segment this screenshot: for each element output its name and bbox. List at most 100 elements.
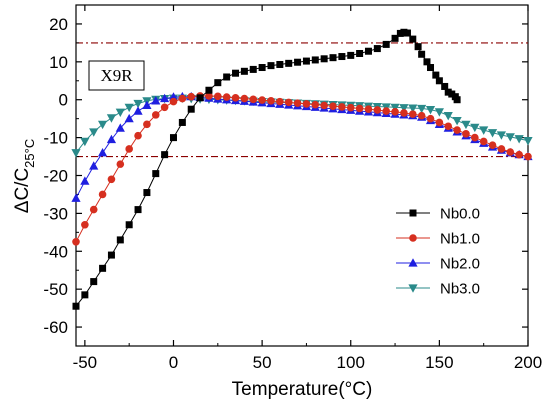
data-point <box>414 43 422 51</box>
x-axis: -50 0 50 100 150 200 <box>73 5 542 372</box>
y-tick-label: 20 <box>49 15 68 34</box>
data-point <box>178 118 186 126</box>
data-point <box>276 60 284 68</box>
data-point <box>89 205 98 214</box>
y-axis-title-subscript: 25°C <box>22 139 37 168</box>
x-tick-label: 100 <box>337 353 365 372</box>
data-point <box>408 110 417 118</box>
data-point <box>461 120 471 130</box>
data-point <box>178 94 187 103</box>
data-point <box>249 65 257 73</box>
data-point <box>355 104 364 113</box>
data-point <box>338 53 346 61</box>
data-point <box>107 251 115 259</box>
data-point <box>434 108 444 117</box>
legend-marker <box>408 258 418 267</box>
legend-marker <box>409 234 417 242</box>
data-point <box>400 28 408 36</box>
data-point <box>382 40 390 48</box>
data-point <box>205 92 213 100</box>
data-point <box>523 137 533 146</box>
data-point <box>214 92 222 101</box>
legend-label: Nb1.0 <box>440 231 480 248</box>
data-point <box>187 105 195 113</box>
legend-marker <box>408 284 418 293</box>
legend-item: Nb0.0 <box>396 206 480 223</box>
data-point <box>311 100 320 109</box>
data-point <box>435 77 443 85</box>
data-point <box>71 193 81 202</box>
data-point <box>97 120 108 130</box>
data-point <box>116 236 124 244</box>
data-point <box>81 220 89 229</box>
data-point <box>452 116 462 126</box>
data-point <box>400 109 408 117</box>
data-point <box>168 92 179 101</box>
y-axis-title: ΔC/C25°C <box>12 139 37 213</box>
data-point <box>72 302 80 310</box>
data-point <box>444 122 453 131</box>
data-point <box>124 113 134 123</box>
data-point <box>487 129 498 138</box>
legend: Nb0.0 Nb1.0 Nb2.0 Nb3.0 <box>396 206 480 298</box>
data-point <box>364 105 373 113</box>
data-point <box>403 29 411 37</box>
data-point <box>151 96 161 105</box>
data-point <box>80 176 90 185</box>
data-point <box>196 94 204 102</box>
series-layer <box>71 28 533 310</box>
data-point <box>347 51 355 59</box>
data-point <box>152 170 160 178</box>
data-point <box>133 106 143 115</box>
series-line <box>75 96 529 199</box>
data-point <box>222 93 231 101</box>
data-point <box>125 221 133 229</box>
x-tick-label: 50 <box>253 353 272 372</box>
data-point <box>169 97 178 106</box>
y-tick-label: -60 <box>43 318 68 337</box>
data-point <box>276 97 284 106</box>
data-point <box>258 64 266 72</box>
data-point <box>462 130 470 138</box>
data-point <box>479 137 488 146</box>
data-point <box>417 104 427 114</box>
x9r-label: X9R <box>100 66 133 85</box>
data-point <box>471 133 479 142</box>
svg-text:ΔC/C25°C: ΔC/C25°C <box>12 139 37 213</box>
x9r-annotation: X9R <box>88 60 145 91</box>
data-point <box>106 114 117 123</box>
data-point <box>329 54 337 62</box>
data-point <box>302 100 311 108</box>
data-point <box>115 123 125 132</box>
data-point <box>364 47 372 55</box>
y-tick-label: 0 <box>59 91 68 110</box>
data-point <box>89 161 99 170</box>
y-axis: 20 10 0 -10 -20 -30 -40 -50 -60 <box>43 15 528 337</box>
data-point <box>90 278 98 286</box>
y-tick-label: -30 <box>43 204 68 223</box>
data-point <box>506 148 515 156</box>
data-point <box>133 99 143 109</box>
data-point <box>470 123 480 133</box>
legend-item: Nb1.0 <box>396 231 480 248</box>
data-point <box>143 120 151 129</box>
data-point <box>444 88 452 96</box>
data-point <box>329 102 337 110</box>
data-point <box>479 126 489 135</box>
series-nb1-0 <box>72 92 532 246</box>
data-point <box>169 134 177 142</box>
data-point <box>161 151 169 159</box>
data-point <box>125 145 133 153</box>
y-tick-label: -50 <box>43 280 68 299</box>
data-point <box>72 238 80 246</box>
data-point <box>115 108 125 118</box>
data-point <box>232 69 240 77</box>
data-point <box>391 34 399 42</box>
data-point <box>106 134 117 144</box>
legend-label: Nb2.0 <box>440 256 480 273</box>
data-point <box>311 56 319 64</box>
data-point <box>284 98 293 107</box>
data-point <box>417 111 426 120</box>
x-tick-label: 0 <box>169 353 178 372</box>
